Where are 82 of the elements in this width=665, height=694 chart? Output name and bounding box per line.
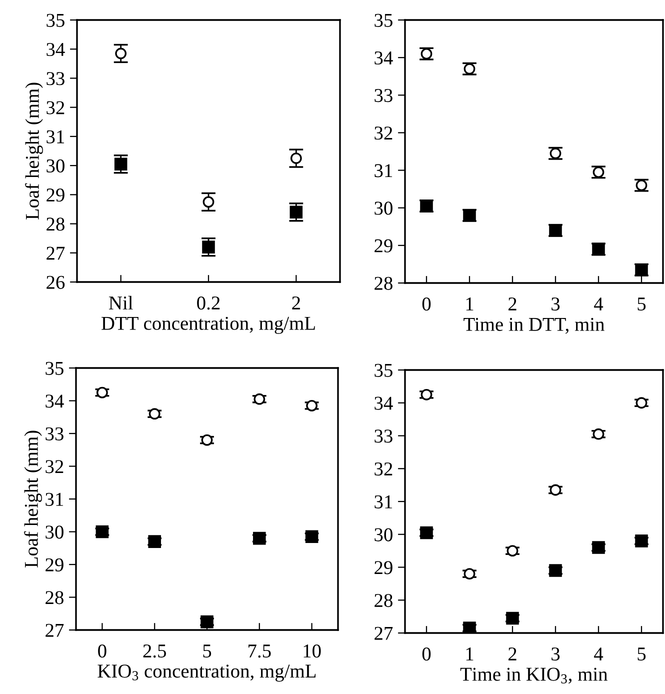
y-axis-title: Loaf height (mm) — [25, 82, 43, 220]
y-tick-label: 32 — [46, 460, 64, 474]
point — [506, 612, 519, 625]
point — [148, 535, 161, 548]
y-tick-label: 28 — [374, 276, 392, 290]
y-tick-label: 30 — [46, 159, 64, 172]
y-tick-label: 28 — [374, 594, 392, 608]
y-tick-label: 32 — [374, 126, 392, 140]
point — [115, 48, 127, 60]
y-tick-label: 34 — [374, 396, 393, 410]
x-tick-label: 2 — [508, 648, 516, 660]
x-tick-label: 5 — [203, 644, 212, 658]
x-tick-label: 5 — [638, 648, 646, 661]
x-tick-label: 2.5 — [143, 644, 166, 658]
point — [96, 525, 109, 538]
y-tick-label: 27 — [374, 626, 393, 640]
y-tick-label: 35 — [46, 14, 64, 27]
y-tick-label: 28 — [46, 218, 64, 231]
y-tick-label: 30 — [374, 202, 392, 215]
x-axis-title: DTT concentration, mg/mL — [102, 316, 315, 334]
point — [202, 196, 214, 208]
x-tick-label: 2 — [292, 296, 300, 310]
point — [290, 206, 303, 219]
x-axis-title: Time in DTT, min — [464, 318, 604, 334]
point — [464, 568, 476, 580]
point — [635, 534, 648, 548]
y-tick-label: 28 — [46, 591, 64, 604]
point — [114, 158, 128, 170]
x-tick-label: 1 — [466, 648, 474, 660]
x-tick-label: 4 — [594, 298, 604, 310]
point — [202, 240, 215, 254]
y-tick-label: 34 — [46, 42, 65, 56]
y-tick-label: 33 — [46, 427, 64, 440]
x-tick-label: Nil — [108, 296, 133, 310]
y-tick-label: 27 — [46, 624, 64, 637]
y-tick-label: 35 — [374, 14, 392, 27]
y-tick-label: 33 — [374, 89, 392, 102]
y-tick-label: 34 — [374, 51, 393, 65]
y-tick-label: 31 — [374, 164, 392, 178]
y-tick-label: 33 — [374, 430, 392, 443]
x-tick-label: 10 — [304, 644, 321, 658]
point — [148, 408, 160, 420]
y-axis-title: Loaf height (mm) — [24, 430, 42, 568]
y-tick-label: 31 — [374, 495, 392, 508]
x-tick-label: 5 — [638, 298, 646, 311]
y-tick-label: 32 — [46, 101, 64, 114]
y-tick-label: 31 — [46, 130, 64, 144]
x-tick-label: 0 — [422, 297, 431, 311]
point — [290, 152, 302, 164]
y-tick-label: 29 — [46, 558, 64, 572]
y-tick-label: 32 — [374, 462, 392, 476]
y-tick-label: 29 — [374, 561, 392, 574]
y-tick-label: 27 — [46, 246, 65, 260]
point — [592, 428, 604, 440]
y-tick-label: 34 — [46, 394, 64, 408]
y-tick-label: 30 — [46, 526, 64, 539]
point — [550, 484, 562, 496]
point — [305, 530, 318, 544]
y-tick-label: 29 — [374, 239, 392, 252]
x-axis-title: Time in KIO$_{3}$, min — [460, 668, 608, 684]
x-tick-label: 3 — [552, 298, 560, 311]
y-tick-label: 31 — [46, 492, 64, 506]
x-tick-label: 3 — [552, 648, 560, 661]
x-axis-title: KIO$_{3}$ concentration, mg/mL — [98, 664, 316, 682]
x-tick-label: 7.5 — [248, 644, 271, 658]
x-tick-label: 0 — [98, 644, 106, 658]
x-tick-label: 4 — [594, 648, 604, 660]
point — [253, 532, 266, 545]
x-tick-label: 1 — [466, 298, 474, 310]
point — [96, 386, 108, 398]
point — [200, 615, 214, 628]
y-tick-label: 35 — [46, 362, 64, 375]
y-tick-label: 30 — [374, 528, 392, 542]
point — [306, 400, 318, 412]
x-tick-label: 0.2 — [197, 296, 220, 310]
x-tick-label: 0 — [422, 647, 431, 661]
y-tick-label: 29 — [46, 188, 64, 202]
x-tick-label: 2 — [508, 298, 516, 310]
point — [420, 526, 433, 540]
y-tick-label: 33 — [46, 72, 64, 86]
y-tick-label: 35 — [374, 364, 392, 377]
y-tick-label: 26 — [46, 276, 65, 289]
